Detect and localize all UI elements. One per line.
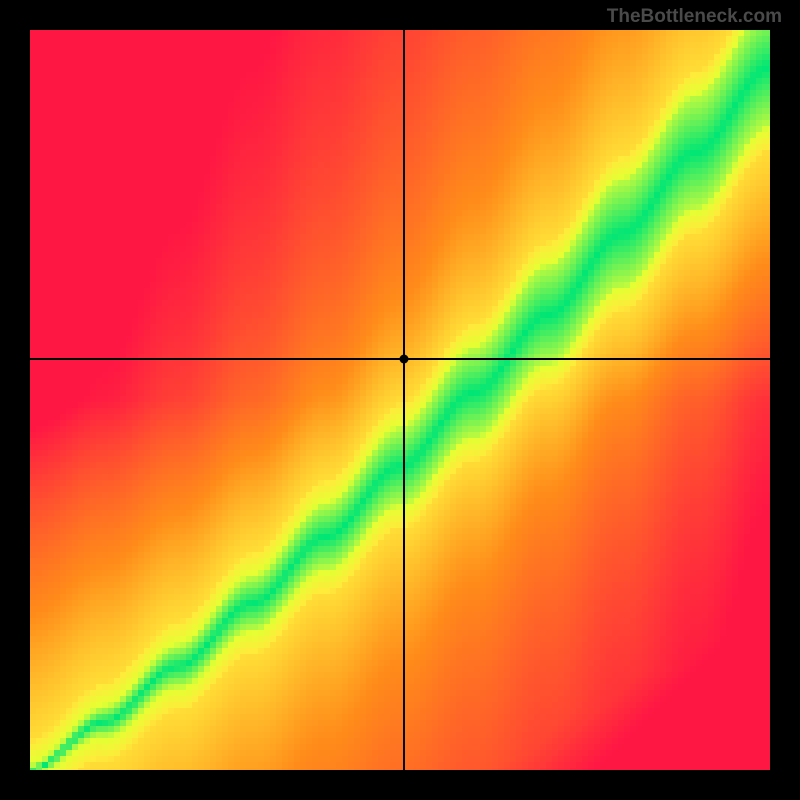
watermark-text: TheBottleneck.com <box>607 6 782 28</box>
crosshair-vertical <box>403 30 405 770</box>
heatmap-canvas <box>30 30 770 770</box>
heatmap-plot <box>30 30 770 770</box>
crosshair-point <box>399 355 408 364</box>
